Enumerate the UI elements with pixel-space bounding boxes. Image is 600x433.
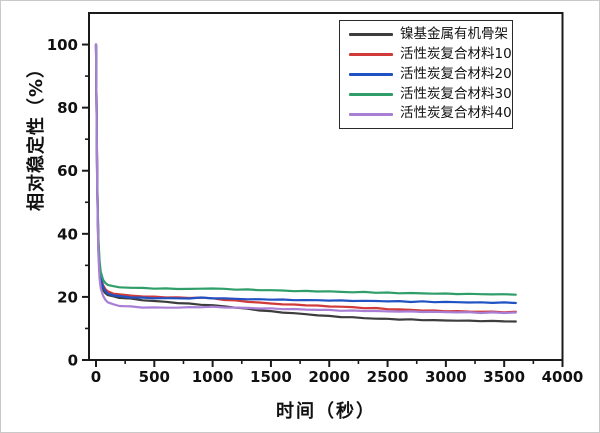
y-tick-label: 60	[57, 162, 78, 180]
y-tick-label: 0	[68, 352, 78, 370]
x-tick-label: 3000	[425, 368, 467, 386]
plot-frame	[88, 12, 564, 361]
legend-line-swatch	[349, 72, 393, 76]
y-tick-label: 20	[57, 288, 78, 306]
x-tick-label: 2500	[367, 368, 409, 386]
legend-label: 活性炭复合材料40	[400, 105, 512, 122]
series-line-1	[94, 43, 517, 314]
legend-label: 活性炭复合材料10	[400, 45, 512, 62]
series-line-3	[94, 43, 517, 296]
legend-line-swatch	[349, 92, 393, 96]
x-tick-label: 0	[91, 368, 101, 386]
x-tick-label: 2000	[308, 368, 350, 386]
y-axis-title: 相对稳定性（%）	[26, 58, 47, 211]
legend-entry: 活性炭复合材料40	[349, 105, 512, 124]
legend-entry: 镍基金属有机骨架	[349, 25, 508, 44]
y-tick-label: 40	[57, 225, 78, 243]
x-tick-label: 1000	[192, 368, 234, 386]
series-line-4	[94, 43, 517, 315]
legend-entry: 活性炭复合材料30	[349, 85, 512, 104]
legend-entry: 活性炭复合材料10	[349, 45, 512, 64]
series-line-0	[94, 43, 517, 323]
series-line-2	[94, 43, 517, 305]
y-tick-label: 100	[47, 36, 78, 54]
legend-label: 活性炭复合材料30	[400, 85, 512, 102]
x-tick-label: 500	[139, 368, 170, 386]
x-tick-label: 1500	[250, 368, 292, 386]
legend: 镍基金属有机骨架 活性炭复合材料10 活性炭复合材料20 活性炭复合材料30 活性炭复合…	[339, 20, 513, 129]
x-tick-label: 3500	[483, 368, 525, 386]
legend-line-swatch	[349, 112, 393, 116]
legend-line-swatch	[349, 53, 393, 57]
legend-label: 镍基金属有机骨架	[400, 26, 508, 43]
legend-entry: 活性炭复合材料20	[349, 65, 512, 84]
legend-line-swatch	[349, 33, 393, 37]
legend-label: 活性炭复合材料20	[400, 65, 512, 82]
y-tick-label: 80	[57, 99, 78, 117]
x-axis-title: 时间（秒）	[276, 401, 376, 422]
x-tick-label: 4000	[542, 368, 584, 386]
